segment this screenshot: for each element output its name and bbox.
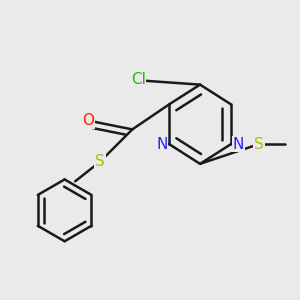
Text: O: O: [82, 113, 94, 128]
Text: N: N: [156, 136, 167, 152]
Text: N: N: [232, 136, 244, 152]
Text: S: S: [95, 154, 105, 169]
Text: Cl: Cl: [131, 72, 146, 87]
Text: S: S: [254, 136, 264, 152]
